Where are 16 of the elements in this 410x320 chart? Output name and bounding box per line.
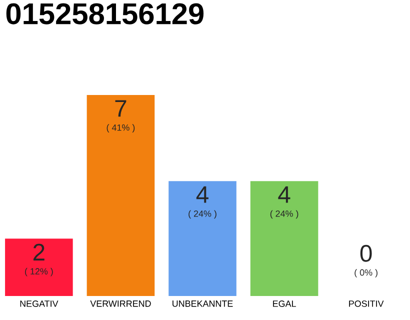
annotation: ( 0% ) [354,269,378,278]
annotation: ( 24% ) [270,210,298,219]
annotation: ( 24% ) [188,210,216,219]
x-tick-label: EGAL [273,300,296,307]
x-tick-label: POSITIV [349,300,384,307]
annotation: ( 41% ) [106,124,135,132]
data-label: 0 [360,244,372,262]
chart-title: 015258156129 [6,3,204,24]
data-label: 4 [196,186,208,203]
x-tick-label: UNBEKANNTE [172,300,233,307]
data-label: 2 [33,244,44,260]
x-tick-label: NEGATIV [20,300,58,307]
data-label: 4 [278,186,290,203]
x-tick-label: VERWIRREND [90,300,151,307]
annotation: ( 12% ) [25,268,53,276]
data-label: 7 [115,100,126,117]
